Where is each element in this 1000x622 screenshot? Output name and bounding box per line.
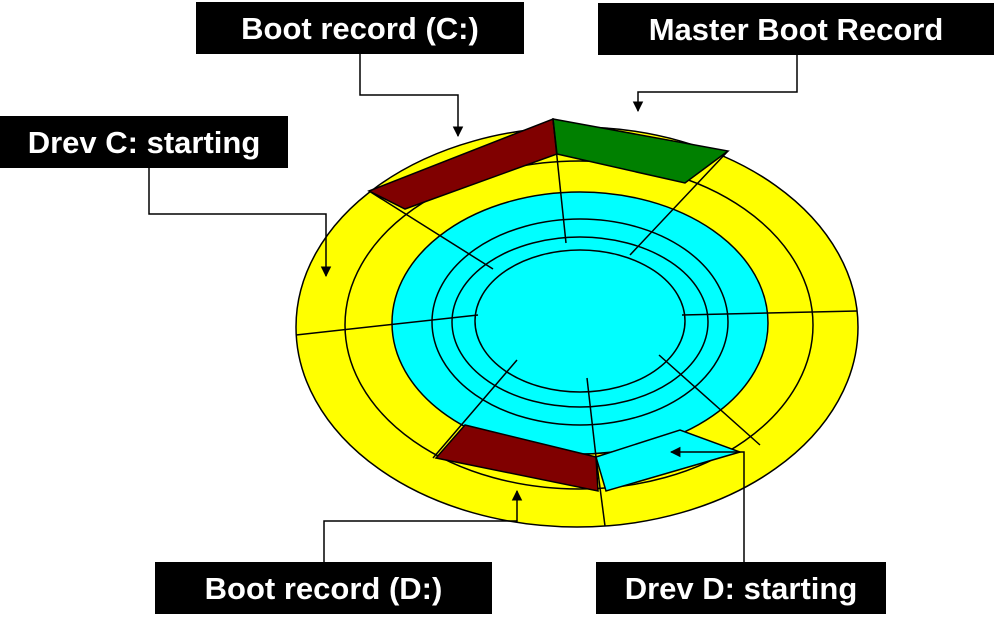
label-master-boot-record: Master Boot Record [598, 3, 994, 55]
arrow-master-boot-record [632, 55, 798, 113]
arrow-drive-c-start [148, 168, 332, 278]
label-drive-d-start: Drev D: starting [596, 562, 886, 614]
label-boot-record-d: Boot record (D:) [155, 562, 492, 614]
arrow-drive-d-start [669, 446, 745, 562]
arrow-boot-record-c [359, 54, 464, 138]
label-drive-c-start: Drev C: starting [0, 116, 288, 168]
disk-hub [474, 249, 686, 393]
arrow-boot-record-d [323, 489, 523, 562]
pointer-lines [148, 54, 798, 562]
sector-lines [295, 118, 858, 527]
label-boot-record-c: Boot record (C:) [196, 2, 524, 54]
